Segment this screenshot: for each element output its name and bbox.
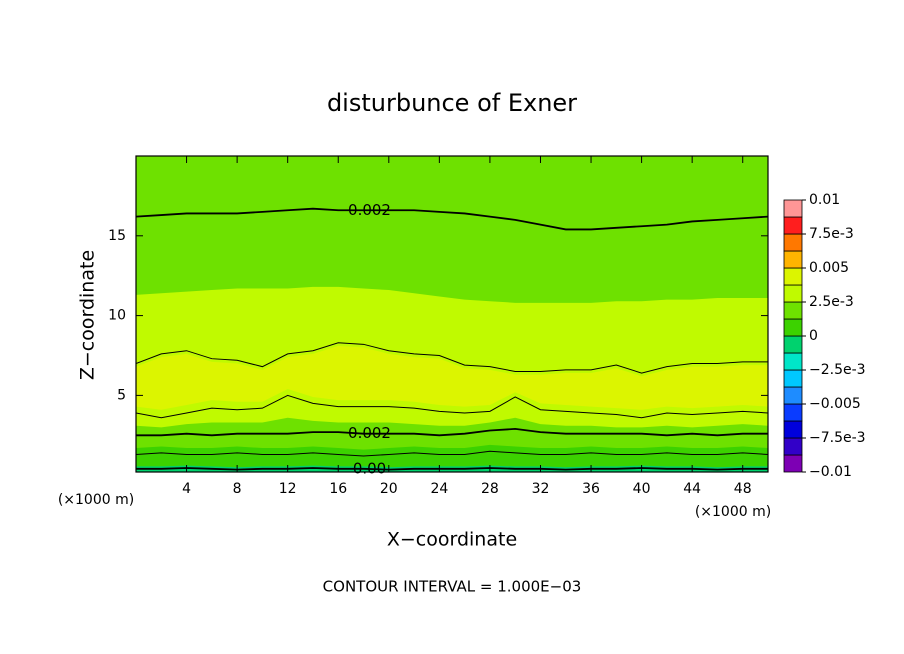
y-tick-label: 5 — [117, 387, 126, 403]
contour-line — [136, 428, 768, 437]
filled-region — [136, 444, 768, 472]
colorbar-bin — [783, 454, 803, 473]
colorbar-label: 0 — [809, 328, 818, 344]
x-tick-label: 12 — [279, 481, 297, 497]
y-tick-label: 15 — [108, 228, 126, 244]
colorbar-bin — [783, 369, 803, 388]
chart-title: disturbunce of Exner — [327, 89, 577, 117]
x-tick-label: 8 — [233, 481, 242, 497]
x-tick-label: 48 — [734, 481, 752, 497]
colorbar-bin — [783, 352, 803, 371]
contour-line — [136, 342, 768, 374]
colorbar-bin — [783, 216, 803, 235]
colorbar-bin — [783, 199, 803, 218]
x-tick-label: 36 — [582, 481, 600, 497]
colorbar-bin — [783, 437, 803, 456]
colorbar-bin — [783, 386, 803, 405]
contour-line — [136, 450, 768, 457]
footer: CONTOUR INTERVAL = 1.000E−03 — [323, 578, 582, 596]
y-axis-label: Z−coordinate — [77, 250, 99, 380]
contour-line — [136, 207, 768, 231]
plot-frame — [135, 155, 769, 473]
plot-area — [136, 156, 768, 472]
contour-line — [136, 394, 768, 419]
colorbar-bin — [783, 233, 803, 252]
x-axis-label: X−coordinate — [387, 529, 517, 551]
colorbar-label: −7.5e-3 — [809, 430, 866, 446]
contour-line — [136, 467, 768, 471]
colorbar-bin — [783, 250, 803, 269]
colorbar-bin — [783, 267, 803, 286]
y-tick-label: 10 — [108, 308, 126, 324]
x-unit-label: (×1000 m) — [695, 504, 771, 520]
colorbar-bin — [783, 403, 803, 422]
x-tick-label: 28 — [481, 481, 499, 497]
colorbar-bin — [783, 318, 803, 337]
colorbar-label: −0.005 — [809, 396, 861, 412]
contour-label: 0.002 — [348, 424, 391, 442]
contour-label: 0.00 — [353, 459, 386, 477]
x-tick-label: 44 — [683, 481, 701, 497]
x-unit-label: (×1000 m) — [58, 492, 134, 508]
colorbar-label: 7.5e-3 — [809, 226, 854, 242]
colorbar-label: 0.005 — [809, 260, 849, 276]
x-tick-label: 20 — [380, 481, 398, 497]
colorbar-bin — [783, 420, 803, 439]
colorbar-label: −0.01 — [809, 464, 852, 480]
x-tick-label: 24 — [430, 481, 448, 497]
colorbar-bin — [783, 284, 803, 303]
x-tick-label: 32 — [532, 481, 550, 497]
colorbar-bin — [783, 335, 803, 354]
colorbar-bin — [783, 301, 803, 320]
colorbar-label: 0.01 — [809, 192, 840, 208]
x-tick-label: 16 — [329, 481, 347, 497]
contour-label: 0.002 — [348, 201, 391, 219]
colorbar-label: 2.5e-3 — [809, 294, 854, 310]
x-tick-label: 40 — [633, 481, 651, 497]
x-tick-label: 4 — [182, 481, 191, 497]
colorbar-label: −2.5e-3 — [809, 362, 866, 378]
